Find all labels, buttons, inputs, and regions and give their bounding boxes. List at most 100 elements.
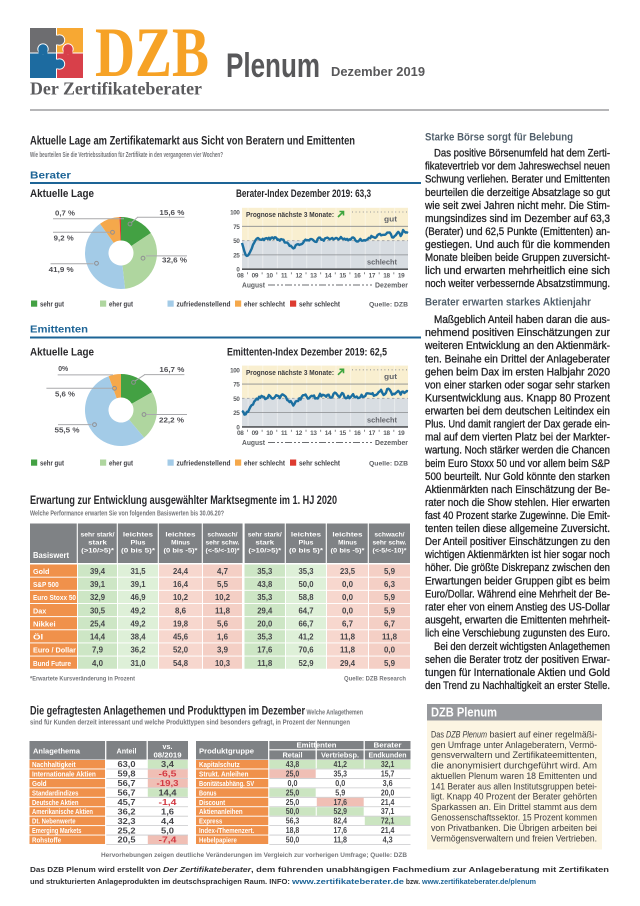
svg-text:Internationale Aktien: Internationale Aktien [32, 769, 96, 778]
svg-text:25,0: 25,0 [286, 788, 300, 797]
svg-text:46,9: 46,9 [131, 593, 146, 602]
svg-text:Dezember 2019: Dezember 2019 [331, 65, 425, 79]
svg-text:15: 15 [339, 273, 346, 280]
svg-text:fikatevertrieb vor dem Jahresw: fikatevertrieb vor dem Jahreswechsel neu… [425, 161, 610, 173]
svg-text:lich und erwarten mehrheitlich: lich und erwarten mehrheitlich eine sich [425, 265, 610, 277]
svg-text:12: 12 [295, 273, 302, 280]
svg-text:schwach/: schwach/ [207, 532, 237, 539]
svg-text:32,9: 32,9 [90, 593, 105, 602]
svg-text:29,4: 29,4 [340, 659, 355, 668]
svg-text:15,6 %: 15,6 % [159, 208, 185, 217]
svg-text:4,0: 4,0 [92, 659, 103, 668]
svg-text:08: 08 [237, 273, 244, 280]
svg-text:sehr schw.: sehr schw. [206, 540, 240, 547]
svg-text:Dax: Dax [33, 606, 47, 615]
svg-text:5,9: 5,9 [384, 593, 395, 602]
svg-text:*Erwartete Kursveränderung in: *Erwartete Kursveränderung in Prozent [30, 676, 136, 683]
svg-text:49,2: 49,2 [131, 606, 146, 615]
svg-text:(0 bis 5)*: (0 bis 5)* [121, 548, 156, 555]
svg-text:Aktienanleihen: Aktienanleihen [199, 807, 243, 816]
svg-text:(0 bis 5)*: (0 bis 5)* [289, 548, 324, 555]
svg-text:leichtes: leichtes [291, 532, 321, 539]
svg-text:21,4: 21,4 [381, 826, 395, 835]
svg-text:(<-5/<-10)*: (<-5/<-10)* [206, 548, 241, 555]
svg-text:100: 100 [230, 367, 240, 374]
svg-text:Berater-Index Dezember 2019: 6: Berater-Index Dezember 2019: 63,3 [236, 188, 371, 200]
svg-text:43,8: 43,8 [257, 580, 272, 589]
svg-text:sehr gut: sehr gut [40, 461, 65, 468]
svg-text:38,4: 38,4 [131, 633, 146, 642]
svg-text:7,9: 7,9 [92, 646, 103, 655]
svg-text:10: 10 [266, 430, 273, 437]
svg-text:08: 08 [237, 430, 244, 437]
svg-text:nehmend positiven Einschätzung: nehmend positiven Einschätzungen zur [425, 327, 610, 339]
svg-text:0,0: 0,0 [288, 779, 299, 788]
svg-text:Produktgruppe: Produktgruppe [199, 747, 254, 756]
svg-text:22,2 %: 22,2 % [159, 416, 185, 425]
svg-text:Standardindizes: Standardindizes [32, 788, 79, 797]
svg-text:29,4: 29,4 [257, 606, 272, 615]
svg-text:sehr gut: sehr gut [40, 302, 65, 309]
svg-text:lich eine Verschiebung zugunst: lich eine Verschiebung zugunsten des Eur… [425, 628, 610, 640]
svg-text:Monate bleiben beide Gruppen z: Monate bleiben beide Gruppen zuversicht- [425, 252, 610, 264]
svg-text:sehr stark/: sehr stark/ [81, 532, 115, 539]
svg-text:0,7 %: 0,7 % [55, 208, 76, 217]
svg-text:vs.: vs. [163, 742, 173, 751]
svg-text:aktuellen Plenum waren 18 Emit: aktuellen Plenum waren 18 Emittenten und [431, 771, 597, 781]
svg-text:Discount: Discount [199, 798, 226, 807]
svg-text:Deutsche Aktien: Deutsche Aktien [32, 798, 79, 807]
svg-text:39,1: 39,1 [131, 580, 146, 589]
svg-text:ligt. Knapp 40 Prozent der Ber: ligt. Knapp 40 Prozent der Berater gehör… [431, 792, 597, 802]
svg-text:(Berater) und 62,5 Punkte (Emi: (Berater) und 62,5 Punkte (Emittenten) a… [425, 226, 610, 238]
svg-text:Anteil: Anteil [117, 747, 137, 756]
svg-text:Dezember: Dezember [375, 440, 408, 447]
svg-text:Der Anteil positiver Einschätz: Der Anteil positiver Einschätzungen zu d… [425, 536, 610, 548]
svg-text:sehr stark/: sehr stark/ [248, 532, 282, 539]
svg-text:eher gut: eher gut [109, 461, 134, 468]
svg-text:66,7: 66,7 [299, 619, 314, 628]
svg-text:Emerging Markets: Emerging Markets [32, 826, 81, 835]
svg-text:25,4: 25,4 [90, 619, 105, 628]
svg-text:(0 bis -5)*: (0 bis -5)* [331, 548, 366, 555]
svg-text:rater eher von einem Anstieg d: rater eher von einem Anstieg des US-Doll… [425, 601, 610, 613]
svg-text:1,6: 1,6 [161, 806, 174, 816]
svg-text:sehr schw.: sehr schw. [373, 540, 407, 547]
svg-text:5,9: 5,9 [335, 788, 346, 797]
svg-text:schwach/: schwach/ [374, 532, 404, 539]
svg-text:Das positive Börsenumfeld hat: Das positive Börsenumfeld hat dem Zerti- [434, 148, 610, 160]
svg-text:Aktienmärkten nach Einschätzun: Aktienmärkten nach Einschätzung der Be- [425, 484, 610, 496]
svg-text:25: 25 [233, 252, 240, 259]
svg-text:Das DZB Plenum basiert auf ein: Das DZB Plenum basiert auf einer regelmä… [431, 729, 597, 739]
svg-text:3,9: 3,9 [217, 646, 228, 655]
svg-text:tungen für Internationale Akti: tungen für Internationale Aktien und Gol… [425, 667, 610, 679]
svg-text:zufriedenstellend: zufriedenstellend [177, 302, 231, 309]
svg-text:14: 14 [325, 273, 332, 280]
svg-text:19,8: 19,8 [173, 619, 188, 628]
svg-text:5,9: 5,9 [384, 567, 395, 576]
svg-text:10,2: 10,2 [215, 593, 230, 602]
svg-text:11,8: 11,8 [340, 646, 355, 655]
svg-text:0,0: 0,0 [342, 593, 353, 602]
svg-text:von einer starken oder sogar s: von einer starken oder sogar sehr starke… [425, 379, 610, 391]
svg-text:35,3: 35,3 [257, 567, 272, 576]
svg-text:41,2: 41,2 [334, 760, 348, 769]
svg-text:ausgeht, erwarten die Emittent: ausgeht, erwarten die Emittenten mehrhei… [425, 614, 610, 626]
svg-text:-6,5: -6,5 [159, 769, 177, 779]
svg-text:5,0: 5,0 [161, 825, 174, 835]
svg-text:wie seit zwei Jahren nicht meh: wie seit zwei Jahren nicht mehr. Die Sti… [424, 200, 610, 212]
svg-text:Schwung verliehen. Berater und: Schwung verliehen. Berater und Emittente… [425, 174, 610, 186]
svg-text:25: 25 [233, 410, 240, 417]
svg-text:5,5: 5,5 [217, 580, 228, 589]
svg-text:Aktuelle Lage: Aktuelle Lage [30, 188, 94, 200]
svg-text:25,0: 25,0 [286, 769, 300, 778]
svg-text:Aktuelle Lage am Zertifikatema: Aktuelle Lage am Zertifikatemarkt aus Si… [30, 135, 355, 148]
svg-text:35,3: 35,3 [334, 769, 348, 778]
svg-text:Retail: Retail [283, 753, 303, 760]
svg-text:75: 75 [233, 382, 240, 389]
svg-text:17,6: 17,6 [334, 798, 348, 807]
svg-text:die anonymisiert durchgeführt: die anonymisiert durchgeführt wird. Am [431, 761, 597, 771]
svg-text:5,6 %: 5,6 % [55, 390, 76, 399]
svg-text:Prognose nächste 3 Monate:: Prognose nächste 3 Monate: [246, 210, 334, 219]
svg-text:18,8: 18,8 [286, 826, 300, 835]
svg-text:12: 12 [295, 430, 302, 437]
